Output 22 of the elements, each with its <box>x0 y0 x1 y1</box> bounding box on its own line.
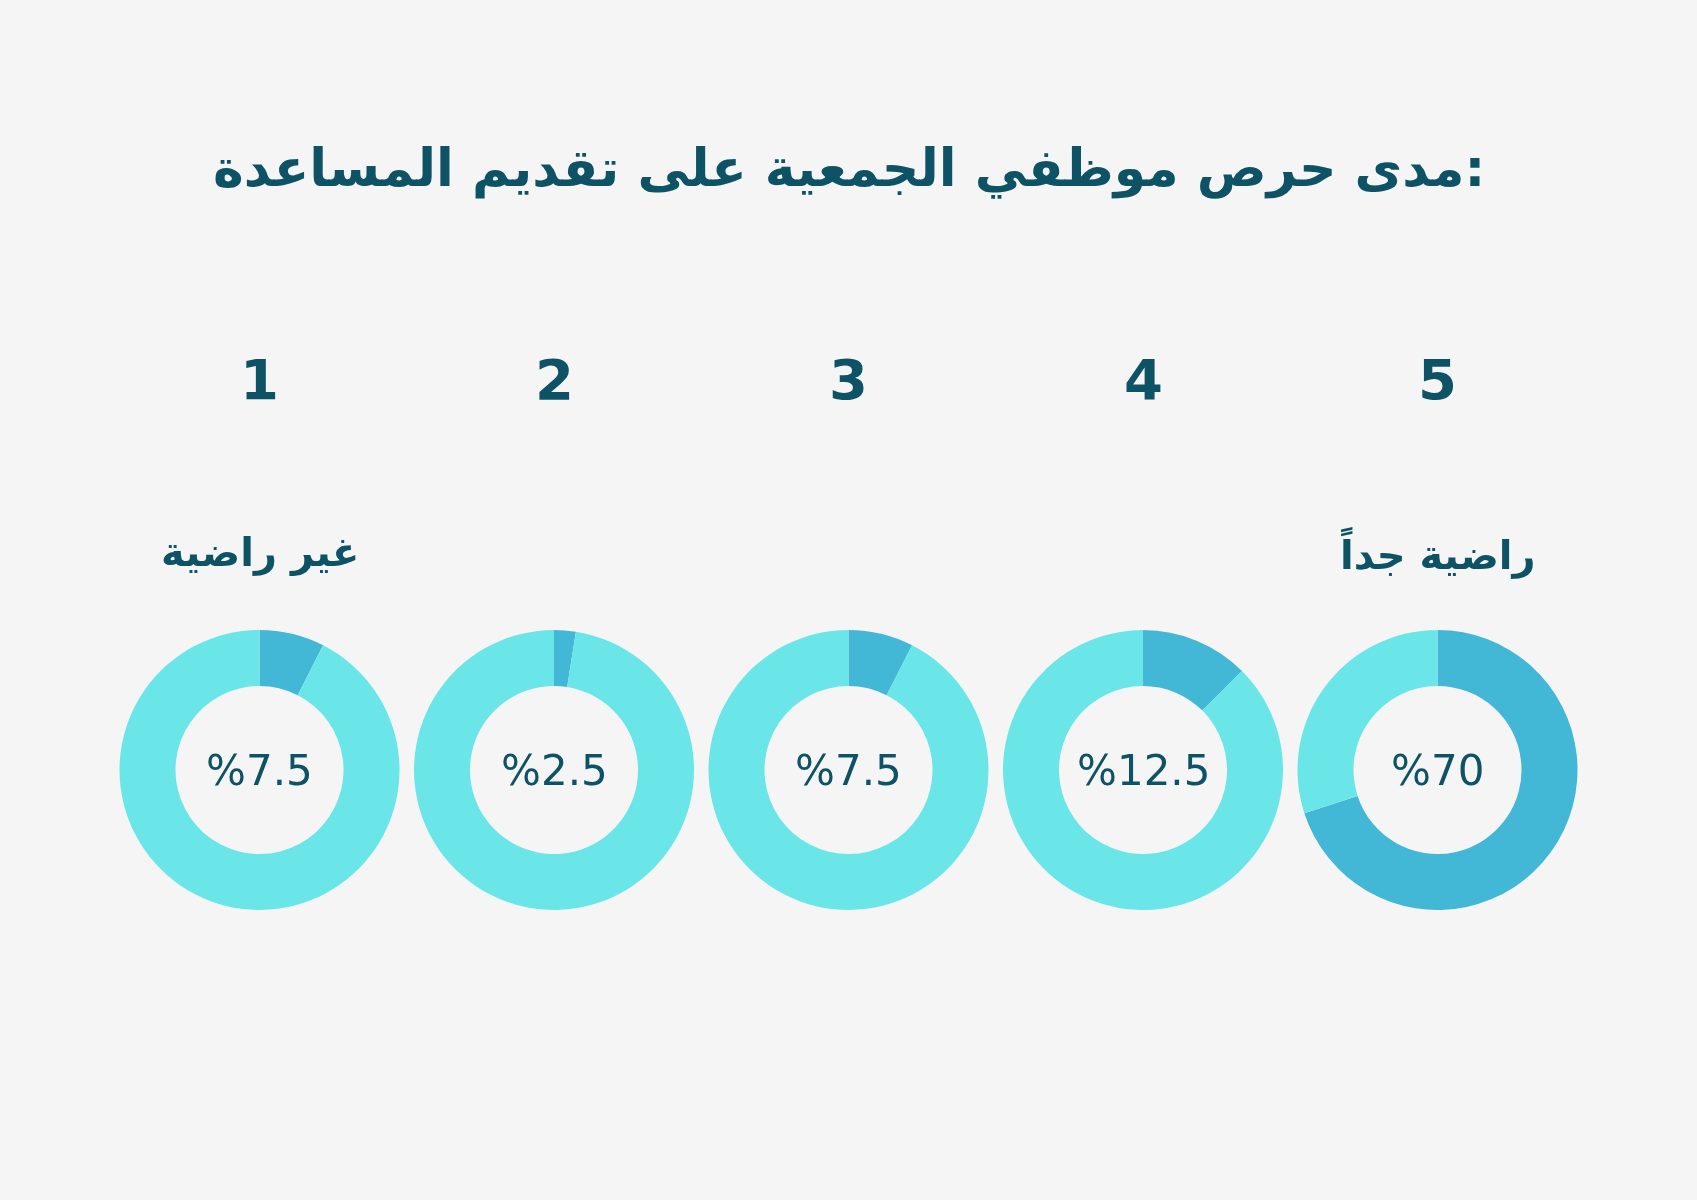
text: %7.5 <box>795 746 902 795</box>
donut-slice <box>1003 630 1283 910</box>
donut-slice <box>414 630 694 910</box>
text: %7.5 <box>206 746 313 795</box>
text: %12.5 <box>1077 746 1211 795</box>
chart-title: 5 <box>1418 347 1457 412</box>
chart-subtitle: غير راضية <box>161 529 360 576</box>
chart-subtitle: راضية جداً <box>1340 526 1536 579</box>
chart-title: 3 <box>829 347 868 412</box>
donut-slice <box>119 630 400 910</box>
chart-title: 4 <box>1124 347 1163 412</box>
text: %70 <box>1391 746 1485 795</box>
chart-title: 1 <box>240 347 279 412</box>
text: %2.5 <box>501 746 608 795</box>
donut-slice <box>1143 630 1242 711</box>
donut-slice <box>708 630 989 910</box>
donut-slice <box>554 630 576 688</box>
donut-slice <box>259 630 324 696</box>
chart-title: 2 <box>535 347 574 412</box>
donut-slice <box>1304 630 1578 910</box>
text: مدى حرص موظفي الجمعية على تقديم المساعدة: <box>213 138 1486 199</box>
donut-slice <box>848 630 913 696</box>
